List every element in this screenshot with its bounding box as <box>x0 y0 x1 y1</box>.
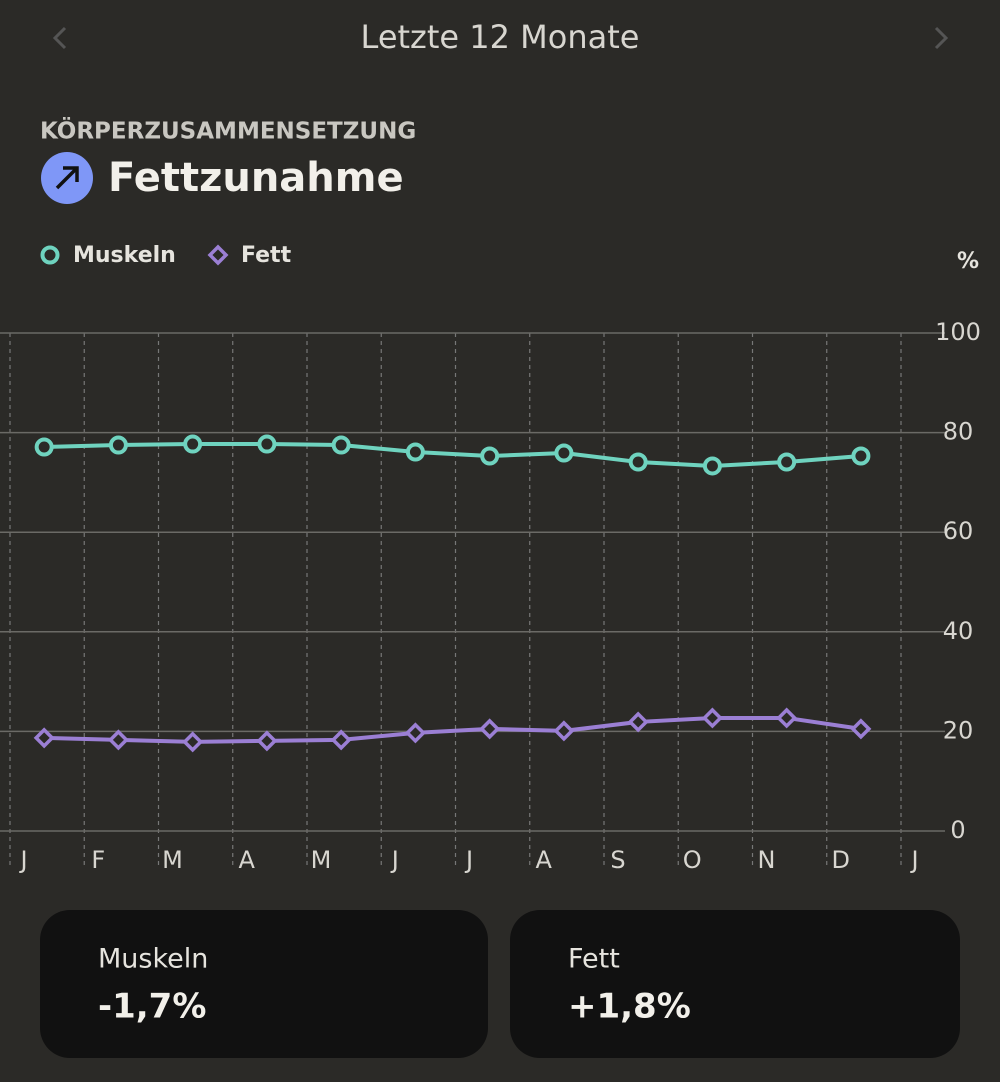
x-tick-label: M <box>162 846 183 874</box>
x-tick-label: S <box>610 846 625 874</box>
point <box>331 435 351 455</box>
point <box>701 707 723 729</box>
x-tick-label: A <box>239 846 256 874</box>
point <box>256 730 278 752</box>
y-tick-label: 80 <box>943 418 974 446</box>
card <box>510 910 960 1058</box>
x-tick-label: J <box>390 846 399 874</box>
prev-button[interactable] <box>52 26 67 50</box>
point <box>33 727 55 749</box>
y-axis-label: % <box>957 249 979 274</box>
point <box>554 443 574 463</box>
point <box>628 452 648 472</box>
card-value: +1,8% <box>568 987 691 1027</box>
point <box>107 729 129 751</box>
legend-marker <box>207 244 229 266</box>
legend-label: Muskeln <box>73 243 176 268</box>
x-tick-label: J <box>464 846 473 874</box>
point <box>330 729 352 751</box>
x-tick-label: M <box>311 846 332 874</box>
y-tick-label: 40 <box>943 617 974 645</box>
point <box>777 452 797 472</box>
point <box>183 434 203 454</box>
card-value: -1,7% <box>98 987 206 1027</box>
point <box>34 437 54 457</box>
next-button[interactable] <box>934 26 949 50</box>
point <box>480 446 500 466</box>
x-tick-label: N <box>758 846 776 874</box>
point <box>850 718 872 740</box>
point <box>553 720 575 742</box>
point <box>257 434 277 454</box>
headline: Fettzunahme <box>108 155 404 201</box>
series-line <box>44 442 862 468</box>
chart: J F M A M J J A S O N D J 0 20 40 60 80 100% Muskeln Fett <box>0 243 981 874</box>
x-tick-label: D <box>832 846 850 874</box>
point <box>851 446 871 466</box>
point <box>108 435 128 455</box>
period-title: Letzte 12 Monate <box>361 18 640 56</box>
y-tick-label: 20 <box>943 716 974 744</box>
card <box>40 910 488 1058</box>
y-tick-label: 60 <box>943 517 974 545</box>
card-label: Fett <box>568 944 620 975</box>
legend-marker <box>40 245 60 265</box>
point <box>404 722 426 744</box>
x-tick-label: A <box>536 846 553 874</box>
x-tick-label: J <box>909 846 918 874</box>
point <box>479 718 501 740</box>
series-line <box>44 715 862 744</box>
x-tick-label: O <box>683 846 702 874</box>
point <box>405 442 425 462</box>
y-tick-label: 100 <box>935 318 981 346</box>
section-label: KÖRPERZUSAMMENSETZUNG <box>40 117 416 145</box>
x-tick-label: J <box>18 846 27 874</box>
trend-arrow <box>55 166 79 190</box>
x-tick-label: F <box>91 846 105 874</box>
point <box>702 456 722 476</box>
y-tick-label: 0 <box>950 816 965 844</box>
card-label: Muskeln <box>98 944 208 975</box>
legend-label: Fett <box>241 243 292 268</box>
point <box>776 707 798 729</box>
point <box>182 731 204 753</box>
point <box>627 711 649 733</box>
